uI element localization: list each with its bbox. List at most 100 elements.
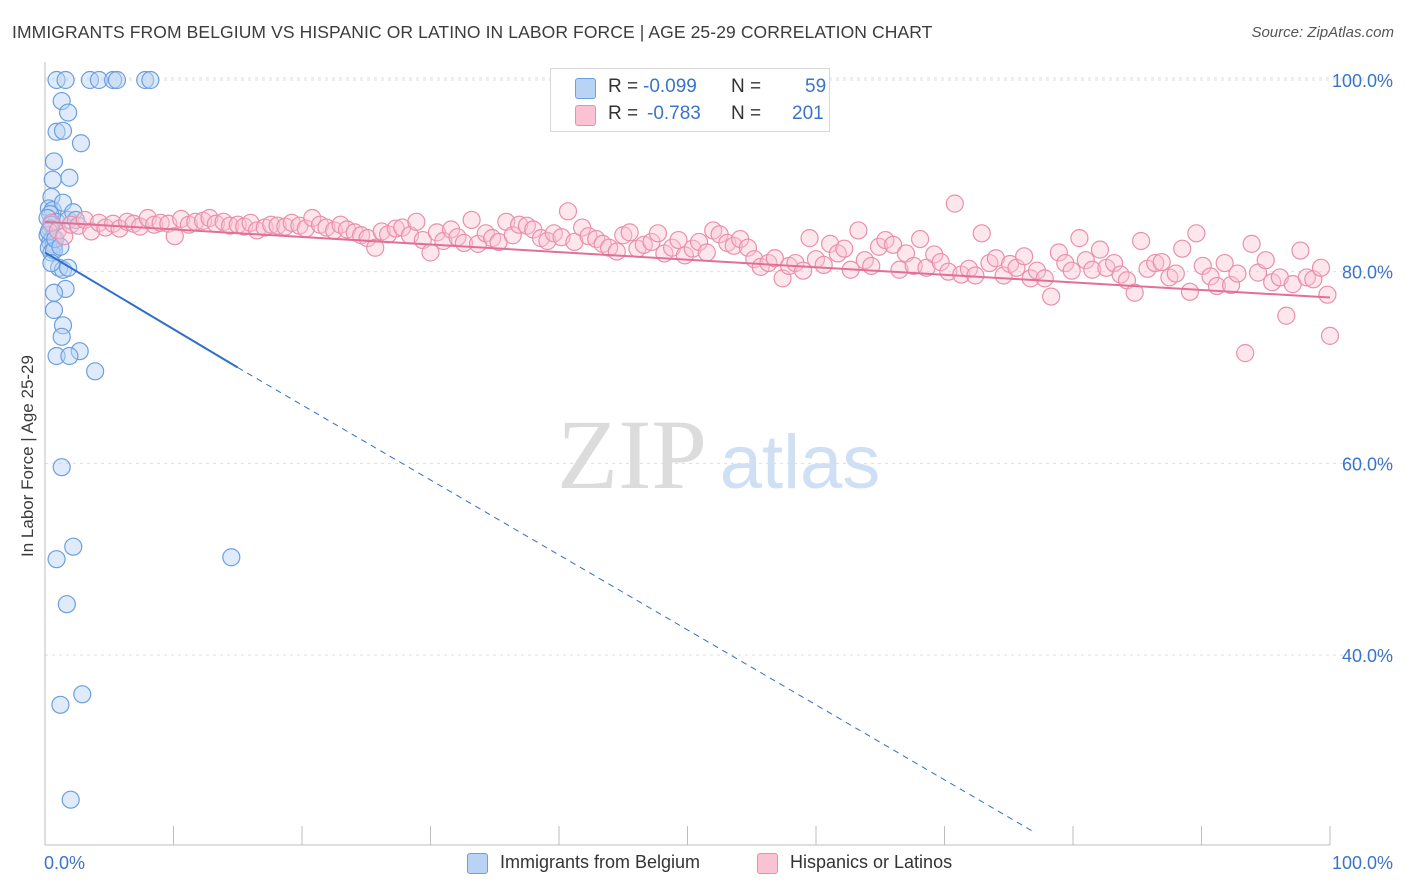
data-point bbox=[1291, 241, 1310, 260]
data-point bbox=[1132, 231, 1151, 251]
data-point bbox=[1152, 252, 1171, 272]
series-immigrants-from-belgium bbox=[38, 70, 241, 809]
data-point bbox=[222, 548, 241, 567]
data-point bbox=[1076, 251, 1095, 270]
data-point bbox=[1311, 258, 1331, 277]
x-tick-label-min: 0.0% bbox=[44, 853, 85, 873]
data-point bbox=[73, 685, 92, 704]
legend-swatch-belgium bbox=[575, 78, 596, 99]
data-point bbox=[738, 238, 757, 257]
data-point bbox=[136, 70, 155, 90]
data-point bbox=[89, 70, 109, 90]
data-point bbox=[407, 212, 426, 231]
data-point bbox=[972, 224, 991, 243]
data-point bbox=[220, 216, 240, 235]
watermark: ZIP atlas bbox=[557, 399, 880, 510]
watermark-zip: ZIP bbox=[557, 399, 707, 510]
data-point bbox=[1035, 269, 1054, 288]
data-point bbox=[890, 260, 909, 279]
data-point bbox=[55, 227, 74, 246]
data-point bbox=[724, 236, 743, 255]
legend-r-value-belgium: -0.099 bbox=[643, 76, 697, 97]
legend-n-label: N = bbox=[731, 76, 762, 97]
data-point bbox=[104, 70, 123, 90]
data-point bbox=[1242, 234, 1261, 253]
data-point bbox=[1125, 283, 1144, 302]
data-point bbox=[1318, 285, 1337, 304]
y-tick-label: 100.0% bbox=[1332, 71, 1393, 91]
y-tick-label: 40.0% bbox=[1342, 646, 1393, 666]
data-point bbox=[107, 70, 127, 90]
data-point bbox=[1027, 261, 1047, 280]
chart-title: IMMIGRANTS FROM BELGIUM VS HISPANIC OR L… bbox=[12, 22, 933, 42]
data-point bbox=[1049, 243, 1068, 262]
legend-swatch-hispanic bbox=[575, 105, 596, 126]
data-point bbox=[53, 316, 73, 335]
legend-r-label: R = bbox=[608, 103, 639, 124]
series-hispanics-or-latinos bbox=[42, 194, 1340, 363]
data-point bbox=[1320, 326, 1340, 345]
data-point bbox=[462, 210, 481, 230]
data-point bbox=[47, 550, 66, 569]
data-point bbox=[86, 362, 105, 381]
data-point bbox=[1083, 260, 1102, 279]
bottom-legend-swatch-hispanic bbox=[757, 853, 778, 874]
grid-lines bbox=[45, 77, 1395, 656]
data-point bbox=[883, 235, 903, 254]
data-point bbox=[1070, 229, 1089, 248]
data-point bbox=[56, 70, 75, 90]
data-point bbox=[821, 234, 840, 253]
data-point bbox=[60, 168, 79, 187]
data-point bbox=[1201, 267, 1220, 286]
data-point bbox=[52, 458, 71, 477]
data-point bbox=[51, 695, 70, 714]
data-point bbox=[52, 327, 71, 346]
data-point bbox=[1105, 253, 1124, 273]
data-point bbox=[1236, 344, 1255, 363]
data-point bbox=[1062, 261, 1081, 280]
data-point bbox=[800, 229, 819, 248]
data-point bbox=[44, 300, 64, 320]
data-point bbox=[814, 255, 833, 275]
data-point bbox=[1180, 282, 1200, 301]
data-point bbox=[931, 252, 950, 272]
data-point bbox=[503, 226, 522, 245]
data-point bbox=[151, 213, 170, 232]
trend-line-hispanic bbox=[44, 220, 1331, 299]
data-point bbox=[510, 215, 529, 234]
data-point bbox=[765, 249, 784, 268]
data-point bbox=[1187, 224, 1206, 243]
data-point bbox=[669, 230, 688, 250]
data-point bbox=[558, 202, 578, 221]
data-point bbox=[71, 134, 91, 153]
data-point bbox=[1166, 264, 1185, 283]
data-point bbox=[1090, 240, 1110, 259]
data-point bbox=[53, 121, 73, 140]
data-point bbox=[620, 223, 639, 242]
data-point bbox=[959, 259, 979, 278]
data-point bbox=[1173, 239, 1192, 258]
legend-n-value-belgium: 59 bbox=[805, 76, 827, 97]
data-point bbox=[64, 537, 83, 556]
data-point bbox=[1215, 253, 1234, 273]
data-point bbox=[1015, 247, 1034, 266]
data-point bbox=[648, 224, 668, 243]
data-point bbox=[44, 283, 64, 302]
legend-n-label: N = bbox=[731, 103, 762, 124]
data-point bbox=[366, 238, 385, 257]
data-point bbox=[52, 91, 71, 111]
data-point bbox=[47, 346, 66, 366]
data-point bbox=[303, 208, 322, 228]
data-point bbox=[1297, 268, 1316, 287]
y-axis-label: In Labor Force | Age 25-29 bbox=[18, 355, 37, 557]
data-point bbox=[262, 215, 281, 234]
data-point bbox=[945, 194, 964, 213]
legend-n-value-hispanic: 201 bbox=[792, 103, 824, 124]
data-point bbox=[910, 229, 930, 249]
y-tick-label: 60.0% bbox=[1342, 454, 1393, 474]
data-point bbox=[59, 103, 78, 122]
data-point bbox=[1277, 306, 1296, 325]
data-point bbox=[61, 790, 80, 809]
data-point bbox=[43, 170, 62, 189]
